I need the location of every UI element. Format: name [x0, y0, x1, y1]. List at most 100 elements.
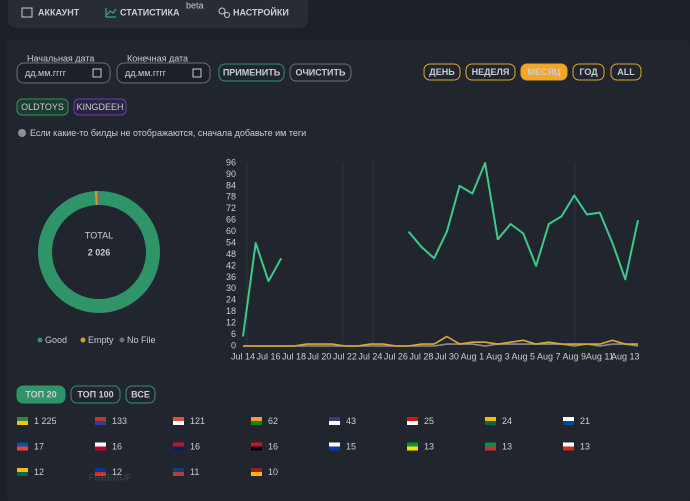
country-count: 13: [424, 441, 434, 451]
x-tick-label: Jul 16: [256, 351, 280, 361]
country-count: 13: [580, 441, 590, 451]
apply-button[interactable]: [218, 63, 285, 82]
y-tick-label: 72: [226, 203, 236, 213]
series-line: [243, 343, 639, 347]
account-icon: [21, 7, 33, 18]
stats-icon: [105, 8, 117, 18]
x-tick-label: Jul 14: [231, 351, 255, 361]
y-tick-label: 24: [226, 295, 236, 305]
x-tick-label: Jul 20: [307, 351, 331, 361]
top-button[interactable]: [70, 385, 121, 404]
info-icon: [18, 129, 26, 137]
x-tick-label: Aug 5: [512, 351, 536, 361]
x-tick-label: Jul 30: [435, 351, 459, 361]
flag: [95, 472, 106, 476]
flag: [17, 446, 28, 451]
flag: [329, 446, 340, 451]
top-button-label: ТОП 20: [25, 389, 56, 399]
y-tick-label: 36: [226, 272, 236, 282]
notice: Если какие-то билды не отображаются, сна…: [30, 128, 306, 138]
date-placeholder: дд.мм.гггг: [25, 68, 67, 78]
top-button-label: ТОП 100: [77, 389, 113, 399]
y-tick-label: 66: [226, 215, 236, 225]
clear-button-label: ОЧИСТИТЬ: [295, 67, 346, 77]
flag: [407, 421, 418, 425]
tab[interactable]: НАСТРОЙКИ: [233, 6, 289, 17]
x-tick-label: Aug 1: [461, 351, 485, 361]
country-count: 11: [190, 467, 199, 477]
flag: [95, 417, 106, 421]
top-button[interactable]: [16, 385, 66, 404]
y-tick-label: 42: [226, 260, 236, 270]
country-count: 43: [346, 416, 356, 426]
flag: [407, 446, 418, 451]
legend-label: Good: [45, 335, 67, 345]
settings-icon: [218, 7, 226, 15]
period-button-label: ALL: [617, 67, 635, 77]
country-count: 62: [268, 416, 278, 426]
donut-segment: [38, 191, 160, 313]
country-count: 24: [502, 416, 512, 426]
tab[interactable]: СТАТИСТИКА: [120, 7, 180, 17]
flag: [407, 442, 418, 447]
flag: [485, 417, 496, 421]
tag[interactable]: [73, 98, 127, 116]
top-button-label: ВСЕ: [131, 389, 150, 399]
tab[interactable]: АККАУНТ: [38, 7, 80, 17]
settings-icon: [224, 12, 230, 18]
y-tick-label: 6: [231, 329, 236, 339]
flag: [485, 421, 496, 425]
tag[interactable]: [16, 98, 69, 116]
y-tick-label: 54: [226, 237, 236, 247]
x-tick-label: Aug 3: [486, 351, 510, 361]
flag: [95, 421, 106, 425]
flag: [173, 446, 184, 451]
y-tick-label: 18: [226, 306, 236, 316]
flag: [329, 421, 340, 425]
country-count: 16: [112, 441, 122, 451]
y-tick-label: 12: [226, 318, 236, 328]
period-button[interactable]: [572, 63, 605, 81]
flag: [17, 442, 28, 447]
flag: [563, 442, 574, 447]
period-button[interactable]: [610, 63, 642, 81]
flag: [407, 417, 418, 421]
tag-label: KINGDEEH: [76, 102, 123, 112]
date-label: Начальная дата: [27, 53, 94, 63]
series-line: [242, 162, 639, 337]
period-button[interactable]: [520, 63, 568, 81]
y-tick-label: 30: [226, 283, 236, 293]
flag: [485, 442, 496, 447]
country-count: 16: [190, 441, 200, 451]
country-count: 21: [580, 416, 590, 426]
flag: [95, 442, 106, 447]
top-button[interactable]: [125, 385, 156, 404]
flag: [173, 421, 184, 425]
y-tick-label: 78: [226, 192, 236, 202]
flag: [17, 417, 28, 421]
calendar-icon: [92, 68, 102, 78]
period-button[interactable]: [465, 63, 516, 81]
x-tick-label: Jul 24: [358, 351, 382, 361]
calendar-icon: [192, 68, 202, 78]
date-input[interactable]: [16, 62, 111, 84]
x-tick-label: Aug 7: [537, 351, 561, 361]
country-count: 121: [190, 416, 205, 426]
watermark: FREEBUF: [89, 472, 132, 482]
country-count: 1 225: [34, 416, 57, 426]
x-tick-label: Jul 26: [384, 351, 408, 361]
flag: [17, 468, 28, 472]
legend-swatch: [119, 337, 125, 343]
date-label: Конечная дата: [127, 53, 188, 63]
period-button-label: НЕДЕЛЯ: [472, 67, 510, 77]
tag-label: OLDTOYS: [21, 102, 64, 112]
x-tick-label: Aug 9: [563, 351, 587, 361]
legend-swatch: [80, 337, 86, 343]
clear-button[interactable]: [289, 63, 352, 82]
x-tick-label: Jul 18: [282, 351, 306, 361]
legend-label: Empty: [88, 335, 114, 345]
flag: [251, 442, 262, 447]
date-input[interactable]: [116, 62, 211, 84]
country-count: 10: [268, 467, 278, 477]
period-button[interactable]: [423, 63, 461, 81]
